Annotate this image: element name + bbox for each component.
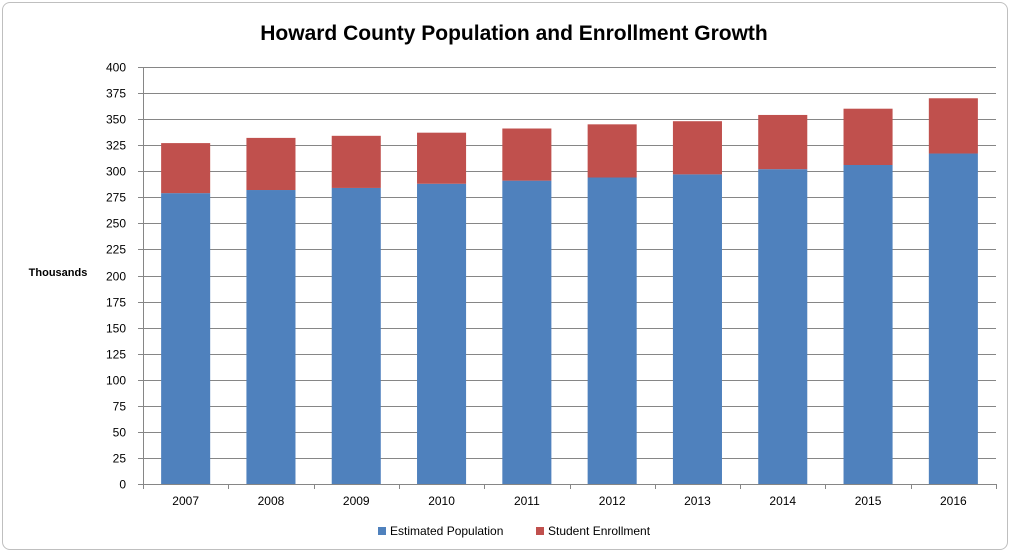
chart-title: Howard County Population and Enrollment … (260, 22, 768, 45)
y-tick-label: 300 (106, 165, 126, 179)
y-tick-label: 25 (113, 452, 127, 466)
y-tick-label: 125 (106, 348, 126, 362)
bar-student-enrollment (843, 108, 893, 165)
bar-student-enrollment (246, 137, 296, 191)
x-tick-label: 2011 (514, 494, 540, 508)
y-tick-label: 400 (106, 61, 126, 75)
y-tick-label: 375 (106, 87, 126, 101)
bar-student-enrollment (587, 124, 637, 178)
bar-student-enrollment (502, 128, 552, 181)
legend-label-student-enrollment: Student Enrollment (548, 524, 651, 538)
bar-estimated-population (417, 183, 467, 484)
legend: Estimated Population Student Enrollment (378, 524, 651, 538)
bar-estimated-population (672, 174, 722, 484)
x-tick-label: 2012 (599, 494, 626, 508)
bar-estimated-population (502, 180, 552, 484)
axes: 0 25 50 75 100 125 150 175 200 225 250 275 300 325 350… (106, 61, 997, 508)
bars (161, 98, 978, 485)
bar-student-enrollment (417, 132, 467, 184)
bar-estimated-population (246, 190, 296, 484)
bar-estimated-population (843, 165, 893, 484)
legend-label-estimated-population: Estimated Population (390, 524, 503, 538)
bar-student-enrollment (161, 143, 211, 194)
y-tick-label: 200 (106, 270, 126, 284)
x-tick-label: 2009 (343, 494, 370, 508)
y-tick-label: 175 (106, 296, 126, 310)
y-tick-label: 75 (113, 400, 127, 414)
x-tick-label: 2008 (258, 494, 285, 508)
x-tick-label: 2013 (684, 494, 711, 508)
y-tick-label: 350 (106, 113, 126, 127)
x-tick-label: 2016 (940, 494, 967, 508)
y-tick-label: 275 (106, 191, 126, 205)
x-tick-label: 2015 (855, 494, 882, 508)
x-tick-label: 2014 (769, 494, 796, 508)
x-tick-label: 2007 (172, 494, 199, 508)
bar-student-enrollment (672, 121, 722, 175)
bar-student-enrollment (928, 98, 978, 154)
bar-student-enrollment (331, 135, 381, 188)
bar-estimated-population (587, 177, 637, 484)
bar-estimated-population (331, 187, 381, 484)
y-tick-label: 325 (106, 139, 126, 153)
y-tick-label: 100 (106, 374, 126, 388)
y-tick-label: 225 (106, 243, 126, 257)
y-tick-label: 250 (106, 217, 126, 231)
bar-estimated-population (161, 193, 211, 484)
y-axis-label: Thousands (29, 267, 88, 279)
bar-estimated-population (758, 169, 808, 485)
legend-swatch-estimated-population (378, 527, 386, 535)
y-tick-label: 50 (113, 426, 127, 440)
bar-student-enrollment (758, 114, 808, 170)
x-tick-label: 2010 (428, 494, 455, 508)
y-tick-label: 0 (119, 478, 126, 492)
y-tick-label: 150 (106, 322, 126, 336)
bar-estimated-population (928, 153, 978, 484)
legend-swatch-student-enrollment (536, 527, 544, 535)
